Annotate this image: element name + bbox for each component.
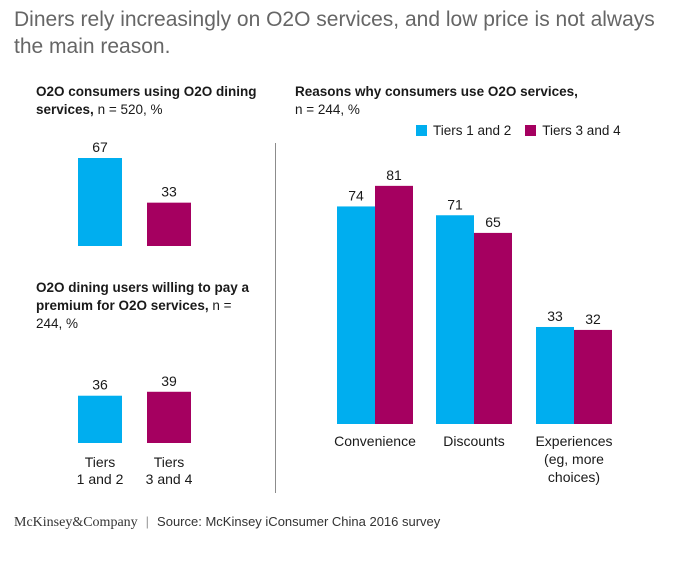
chart3-bar-3-series-1 <box>536 326 574 424</box>
footer-source: Source: McKinsey iConsumer China 2016 su… <box>157 514 441 529</box>
chart3-bar-3-series-2 <box>574 329 612 424</box>
chart2-xtick-1-line-1: Tiers <box>85 454 116 470</box>
legend-swatch-tiers12 <box>416 125 427 136</box>
divider <box>275 143 276 493</box>
footer: McKinsey&Company | Source: McKinsey iConsu… <box>14 514 440 531</box>
chart2-title-rest: n = 244, % <box>36 298 232 331</box>
chart2-xtick-1-line-2: 1 and 2 <box>77 471 124 487</box>
chart2-title: O2O dining users willing to pay a premiu… <box>36 279 261 333</box>
chart1-bar-2 <box>147 202 191 246</box>
legend-item-tiers12: Tiers 1 and 2 <box>416 123 511 138</box>
chart3-xtick-2-line-1: Discounts <box>443 433 504 449</box>
legend-label-tiers12: Tiers 1 and 2 <box>433 123 512 138</box>
chart3-bar-1-series-1 <box>337 206 375 424</box>
chart3-value-label-1-2: 81 <box>386 167 402 183</box>
chart1-value-label-2: 33 <box>161 184 177 200</box>
chart2-value-label-1: 36 <box>92 377 108 393</box>
legend-label-tiers34: Tiers 3 and 4 <box>542 123 621 138</box>
chart3-xtick-3-line-2: (eg, more <box>544 451 604 467</box>
chart2-bar-2 <box>147 391 191 443</box>
mckinsey-logo: McKinsey&Company <box>14 515 138 530</box>
headline: Diners rely increasingly on O2O services… <box>14 8 655 58</box>
chart3-value-label-3-2: 32 <box>585 311 601 327</box>
chart1-title: O2O consumers using O2O dining services,… <box>36 83 261 119</box>
chart1-title-bold: O2O consumers using O2O dining services, <box>36 84 257 117</box>
chart2-xtick-2-line-1: Tiers <box>154 454 185 470</box>
legend-swatch-tiers34 <box>525 125 537 136</box>
chart3-value-label-3-1: 33 <box>547 308 563 324</box>
chart1-svg: 67 33 <box>78 139 191 246</box>
chart3-xtick-3-line-3: choices) <box>548 469 600 485</box>
chart2-xtick-2-line-2: 3 and 4 <box>146 471 193 487</box>
chart3-value-label-2-1: 71 <box>447 196 463 212</box>
chart3-svg: 74 81 Convenience 71 65 Discounts 33 32 Experien… <box>334 167 612 485</box>
chart1-value-label-1: 67 <box>92 139 108 155</box>
footer-separator: | <box>145 514 150 529</box>
chart3-xtick-3-line-1: Experiences <box>535 433 612 449</box>
chart3-bar-1-series-2 <box>375 185 413 424</box>
chart3-value-label-1-1: 74 <box>348 187 364 203</box>
chart3-title-bold: Reasons why consumers use O2O services, <box>295 84 578 99</box>
chart3-title: Reasons why consumers use O2O services, … <box>295 83 675 119</box>
chart1-bar-1 <box>78 158 122 246</box>
chart2-value-label-2: 39 <box>161 373 177 389</box>
legend-item-tiers34: Tiers 3 and 4 <box>525 123 621 138</box>
chart2-bar-1 <box>78 395 122 443</box>
chart1-title-rest: n = 520, % <box>93 102 163 117</box>
chart3-xtick-1-line-1: Convenience <box>334 433 416 449</box>
chart2-title-bold: O2O dining users willing to pay a premiu… <box>36 280 250 313</box>
chart3-legend: Tiers 1 and 2 Tiers 3 and 4 <box>416 123 621 138</box>
chart3-title-rest: n = 244, % <box>295 102 360 117</box>
chart3-value-label-2-2: 65 <box>485 214 501 230</box>
chart3-bar-2-series-2 <box>474 232 512 424</box>
chart3-bar-2-series-1 <box>436 215 474 424</box>
